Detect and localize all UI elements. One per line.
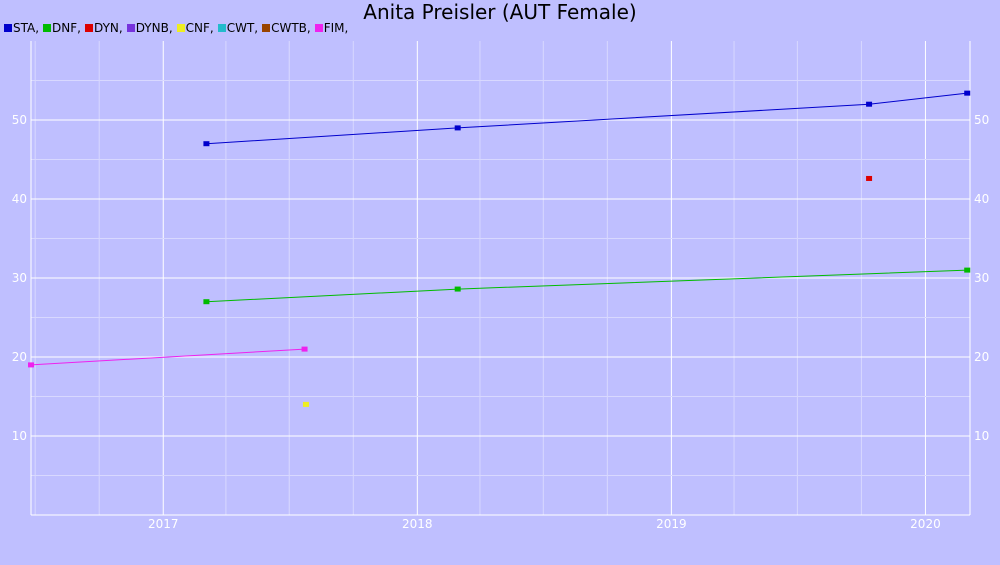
y-tick-label-left: 50: [12, 113, 27, 127]
series-line-dnf: [206, 269, 968, 303]
legend-label: DYNB,: [135, 21, 173, 35]
data-point-dyn: [866, 175, 873, 181]
legend-item-dnf: DNF,: [43, 21, 81, 35]
y-tick-label-right: 40: [974, 192, 989, 206]
legend-swatch: [176, 24, 185, 32]
data-point-sta: [203, 141, 210, 147]
legend-item-sta: STA,: [4, 21, 39, 35]
y-tick-label-left: 40: [12, 192, 27, 206]
x-tick-label: 2018: [402, 517, 433, 531]
legend-label: STA,: [13, 21, 40, 35]
legend: STA, DNF, DYN, DYNB, CNF, CWT, CWTB, FIM,: [4, 20, 352, 36]
data-point-dnf: [964, 267, 971, 273]
legend-label: CWT,: [226, 21, 259, 35]
y-tick-label-left: 20: [12, 350, 27, 364]
legend-swatch: [43, 24, 52, 32]
legend-label: FIM,: [323, 21, 349, 35]
legend-item-dyn: DYN,: [84, 21, 123, 35]
y-tick-label-left: 10: [12, 429, 27, 443]
legend-swatch: [314, 24, 323, 32]
data-point-sta: [866, 101, 873, 107]
legend-item-cwtb: CWTB,: [262, 21, 311, 35]
y-tick-label-right: 50: [974, 113, 989, 127]
series-line-fim: [30, 348, 305, 366]
series-line-sta: [206, 92, 968, 145]
legend-item-cwt: CWT,: [217, 21, 259, 35]
data-point-dnf: [203, 299, 210, 305]
data-point-dnf: [454, 286, 461, 292]
y-tick-label-right: 20: [974, 350, 989, 364]
legend-swatch: [217, 24, 226, 32]
y-tick-label-right: 30: [974, 271, 989, 285]
legend-item-cnf: CNF,: [176, 21, 214, 35]
y-tick-label-left: 30: [12, 271, 27, 285]
data-point-cnf: [302, 401, 309, 407]
data-point-sta: [964, 90, 971, 96]
data-point-fim: [301, 346, 308, 352]
legend-item-dynb: DYNB,: [126, 21, 173, 35]
legend-label: DNF,: [52, 21, 81, 35]
chart-title: Anita Preisler (AUT Female): [363, 0, 637, 24]
y-tick-label-right: 10: [974, 429, 989, 443]
legend-swatch: [126, 24, 135, 32]
legend-swatch: [84, 24, 93, 32]
legend-label: CWTB,: [271, 21, 311, 35]
x-tick-label: 2020: [910, 517, 941, 531]
legend-label: DYN,: [93, 21, 123, 35]
x-tick-label: 2017: [148, 517, 179, 531]
data-point-fim: [28, 362, 34, 368]
x-tick-label: 2019: [656, 517, 687, 531]
legend-swatch: [262, 24, 271, 32]
legend-item-fim: FIM,: [314, 21, 349, 35]
data-point-sta: [454, 125, 461, 131]
legend-swatch: [4, 24, 12, 32]
legend-label: CNF,: [185, 21, 214, 35]
